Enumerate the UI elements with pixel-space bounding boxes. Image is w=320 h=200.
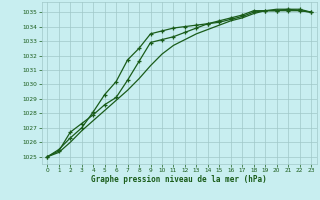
X-axis label: Graphe pression niveau de la mer (hPa): Graphe pression niveau de la mer (hPa) (91, 175, 267, 184)
